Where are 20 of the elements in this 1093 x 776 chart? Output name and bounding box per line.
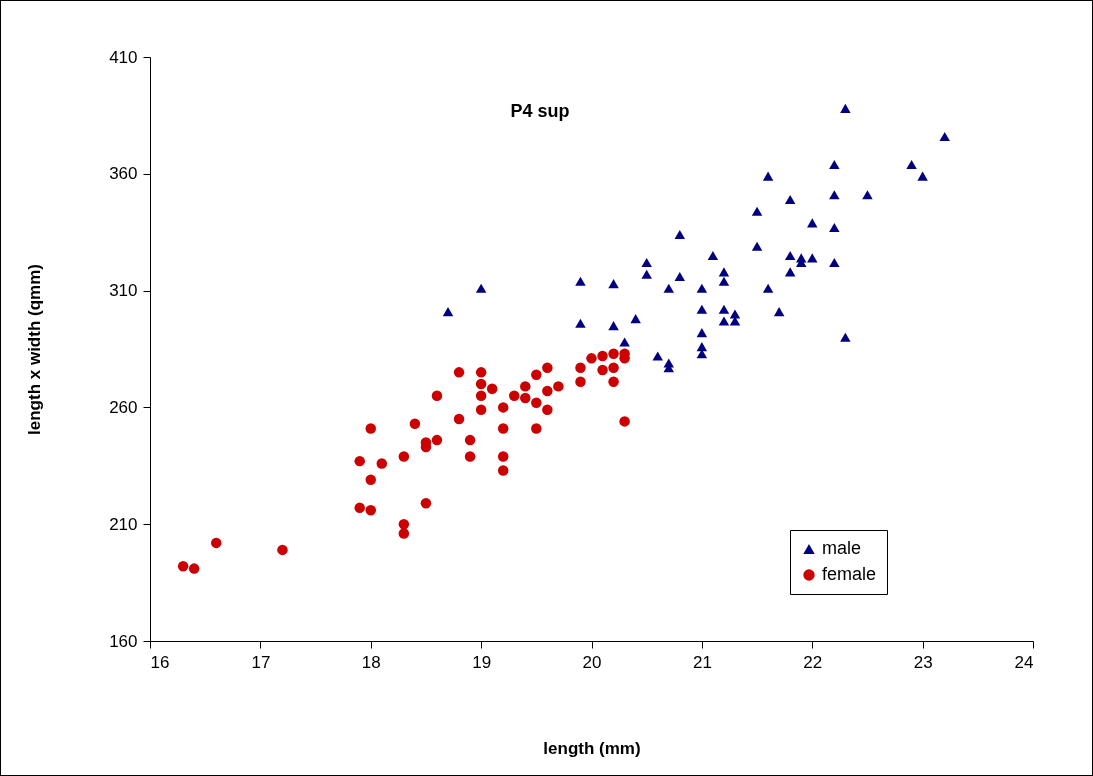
x-tick-label: 22 <box>803 652 823 672</box>
y-tick-label: 360 <box>109 164 138 184</box>
x-tick-label: 16 <box>150 652 170 672</box>
y-tick-label: 410 <box>109 47 138 67</box>
x-tick-label: 20 <box>582 652 602 672</box>
legend-label: male <box>822 538 862 558</box>
y-tick-label: 310 <box>109 281 138 301</box>
y-tick-label: 210 <box>109 514 138 534</box>
x-tick-label: 19 <box>472 652 492 672</box>
y-tick-label: 260 <box>109 397 138 417</box>
y-axis-title: length x width (qmm) <box>25 264 45 435</box>
text: P4 sup <box>510 101 570 121</box>
x-tick-label: 23 <box>913 652 933 672</box>
y-tick-label: 160 <box>109 631 138 651</box>
x-tick-label: 18 <box>361 652 381 672</box>
x-tick-label: 21 <box>692 652 712 672</box>
x-tick-label: 24 <box>1014 652 1034 672</box>
x-axis-title: length (mm) <box>543 738 641 758</box>
x-tick-label: 17 <box>251 652 271 672</box>
legend-label: female <box>822 564 877 584</box>
